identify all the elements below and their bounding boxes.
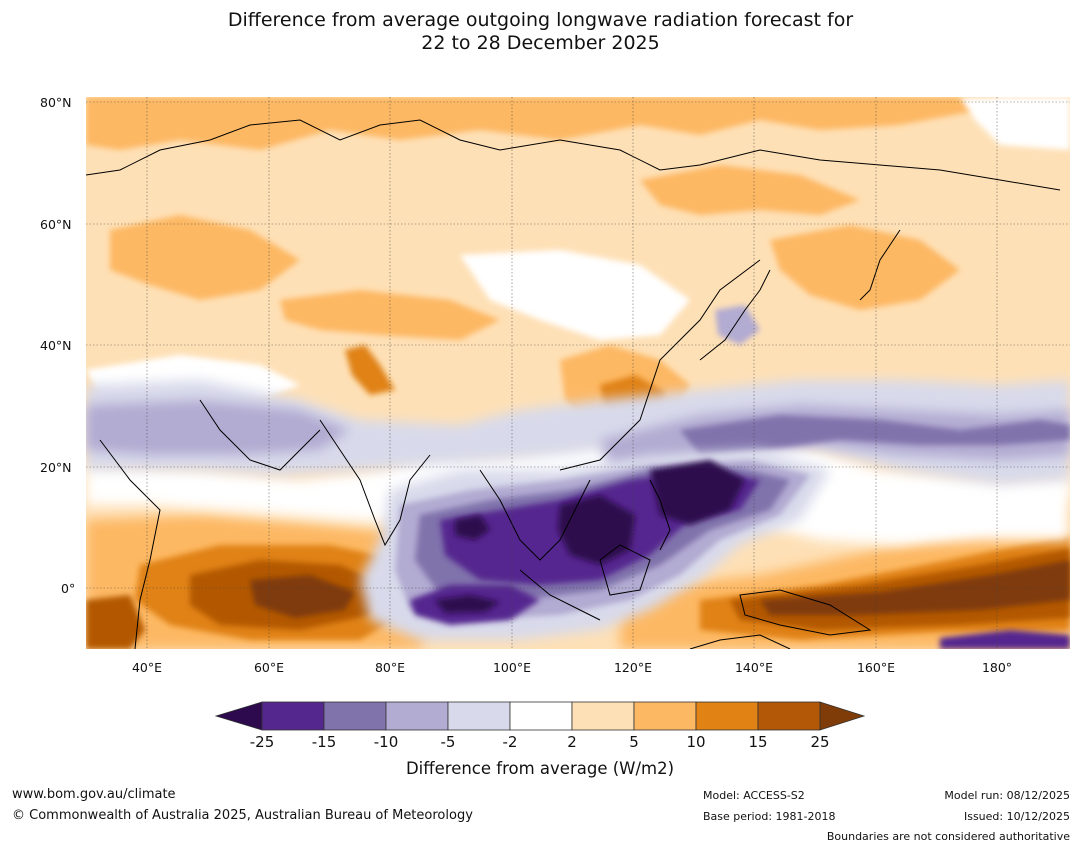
website-link[interactable]: www.bom.gov.au/climate xyxy=(12,787,176,802)
colorbar-extend-max xyxy=(819,701,866,731)
neutral-region-mongolia xyxy=(460,250,690,340)
anomaly-region-tibet-orange xyxy=(345,345,395,395)
colorbar-segment xyxy=(323,701,387,731)
colorbar-segment xyxy=(509,701,573,731)
coastline-australia xyxy=(689,634,791,649)
colorbar-segments xyxy=(261,701,821,731)
anomaly-region-indian-ocean-darkbrown xyxy=(250,575,355,618)
anomaly-region-south-china-sea-darkest xyxy=(558,495,635,565)
colorbar-segment xyxy=(757,701,821,731)
anomaly-region-arctic-orange xyxy=(86,97,1000,150)
coastline-africa xyxy=(99,439,161,649)
coastline-japan xyxy=(699,269,771,361)
anomaly-region-philippine-sea-darkest xyxy=(650,460,745,525)
coastline-philippines xyxy=(649,479,671,551)
colorbar-tick-label: -5 xyxy=(440,733,456,751)
lon-label-160e: 160°E xyxy=(856,660,895,675)
anomaly-region-east-indian-ocean-darkest xyxy=(435,595,500,613)
colorbar-segment xyxy=(447,701,511,731)
colorbar-tick-label: 25 xyxy=(810,733,830,751)
colorbar-tick-label: -2 xyxy=(502,733,518,751)
lat-label-20n: 20°N xyxy=(40,460,72,475)
coastline-new-guinea xyxy=(739,589,872,636)
colorbar-extend-min xyxy=(214,701,263,731)
lon-label-100e: 100°E xyxy=(492,660,531,675)
anomaly-region-pacific-darkbrown xyxy=(760,560,1070,615)
anomaly-region-pacific-band-purple xyxy=(680,415,1070,455)
anomaly-region-japan-lilac xyxy=(715,305,760,345)
colorbar-tick-label: -10 xyxy=(373,733,399,751)
coastline-arabia xyxy=(199,399,321,471)
map-area xyxy=(86,97,1070,649)
colorbar-tick-label: 15 xyxy=(748,733,768,751)
coastline-east-asia xyxy=(559,259,761,471)
lat-label-40n: 40°N xyxy=(40,338,72,353)
title-line-2: 22 to 28 December 2025 xyxy=(421,32,660,54)
anomaly-region-kamchatka-orange xyxy=(770,225,960,310)
anomaly-region-siberia-orange xyxy=(640,165,860,215)
colorbar-tick-label: 10 xyxy=(686,733,706,751)
colorbar-tick-label: 5 xyxy=(629,733,639,751)
issued-date: Issued: 10/12/2025 xyxy=(963,810,1070,823)
anomaly-region-bay-of-bengal-darkest xyxy=(455,515,490,540)
lon-label-40e: 40°E xyxy=(131,660,163,675)
neutral-region-arctic xyxy=(960,97,1070,150)
lon-label-140e: 140°E xyxy=(734,660,773,675)
colorbar-segment xyxy=(695,701,759,731)
coastline-kamchatka xyxy=(859,229,901,301)
lon-label-80e: 80°E xyxy=(374,660,406,675)
colorbar-segment xyxy=(385,701,449,731)
lon-label-60e: 60°E xyxy=(253,660,285,675)
base-period: Base period: 1981-2018 xyxy=(703,810,836,823)
copyright-text: © Commonwealth of Australia 2025, Austra… xyxy=(12,808,473,823)
coastlines xyxy=(86,119,1061,649)
colorbar-segment xyxy=(571,701,635,731)
colorbar-title: Difference from average (W/m2) xyxy=(405,759,675,778)
colorbar-tick-label: -25 xyxy=(249,733,275,751)
title-line-1: Difference from average outgoing longwav… xyxy=(227,9,854,31)
lat-label-80n: 80°N xyxy=(40,95,72,110)
lon-label-120e: 120°E xyxy=(613,660,652,675)
chart-title: Difference from average outgoing longwav… xyxy=(0,9,1081,55)
boundaries-disclaimer: Boundaries are not considered authoritat… xyxy=(826,830,1070,843)
model-run-date: Model run: 08/12/2025 xyxy=(944,789,1070,802)
coastline-india xyxy=(319,419,431,547)
negative-anomaly-layer xyxy=(86,305,1070,649)
anomaly-region-eurasia-orange xyxy=(110,215,300,300)
coastline-sumatra xyxy=(519,569,601,621)
colorbar-tick-label: -15 xyxy=(311,733,337,751)
gridlines xyxy=(86,97,1070,649)
coastline-arctic xyxy=(86,119,1061,191)
anomaly-region-east-africa-brown xyxy=(86,595,145,649)
coastline-borneo xyxy=(599,544,651,596)
coastline-southeast-asia xyxy=(479,469,591,561)
anomaly-region-south-pacific-purple xyxy=(940,630,1070,649)
colorbar xyxy=(214,701,866,731)
lon-label-180: 180° xyxy=(981,660,1013,675)
lat-label-60n: 60°N xyxy=(40,217,72,232)
colorbar-segment xyxy=(261,701,325,731)
lat-label-equator: 0° xyxy=(61,581,76,596)
colorbar-segment xyxy=(633,701,697,731)
colorbar-tick-label: 2 xyxy=(567,733,577,751)
model-name: Model: ACCESS-S2 xyxy=(703,789,805,802)
